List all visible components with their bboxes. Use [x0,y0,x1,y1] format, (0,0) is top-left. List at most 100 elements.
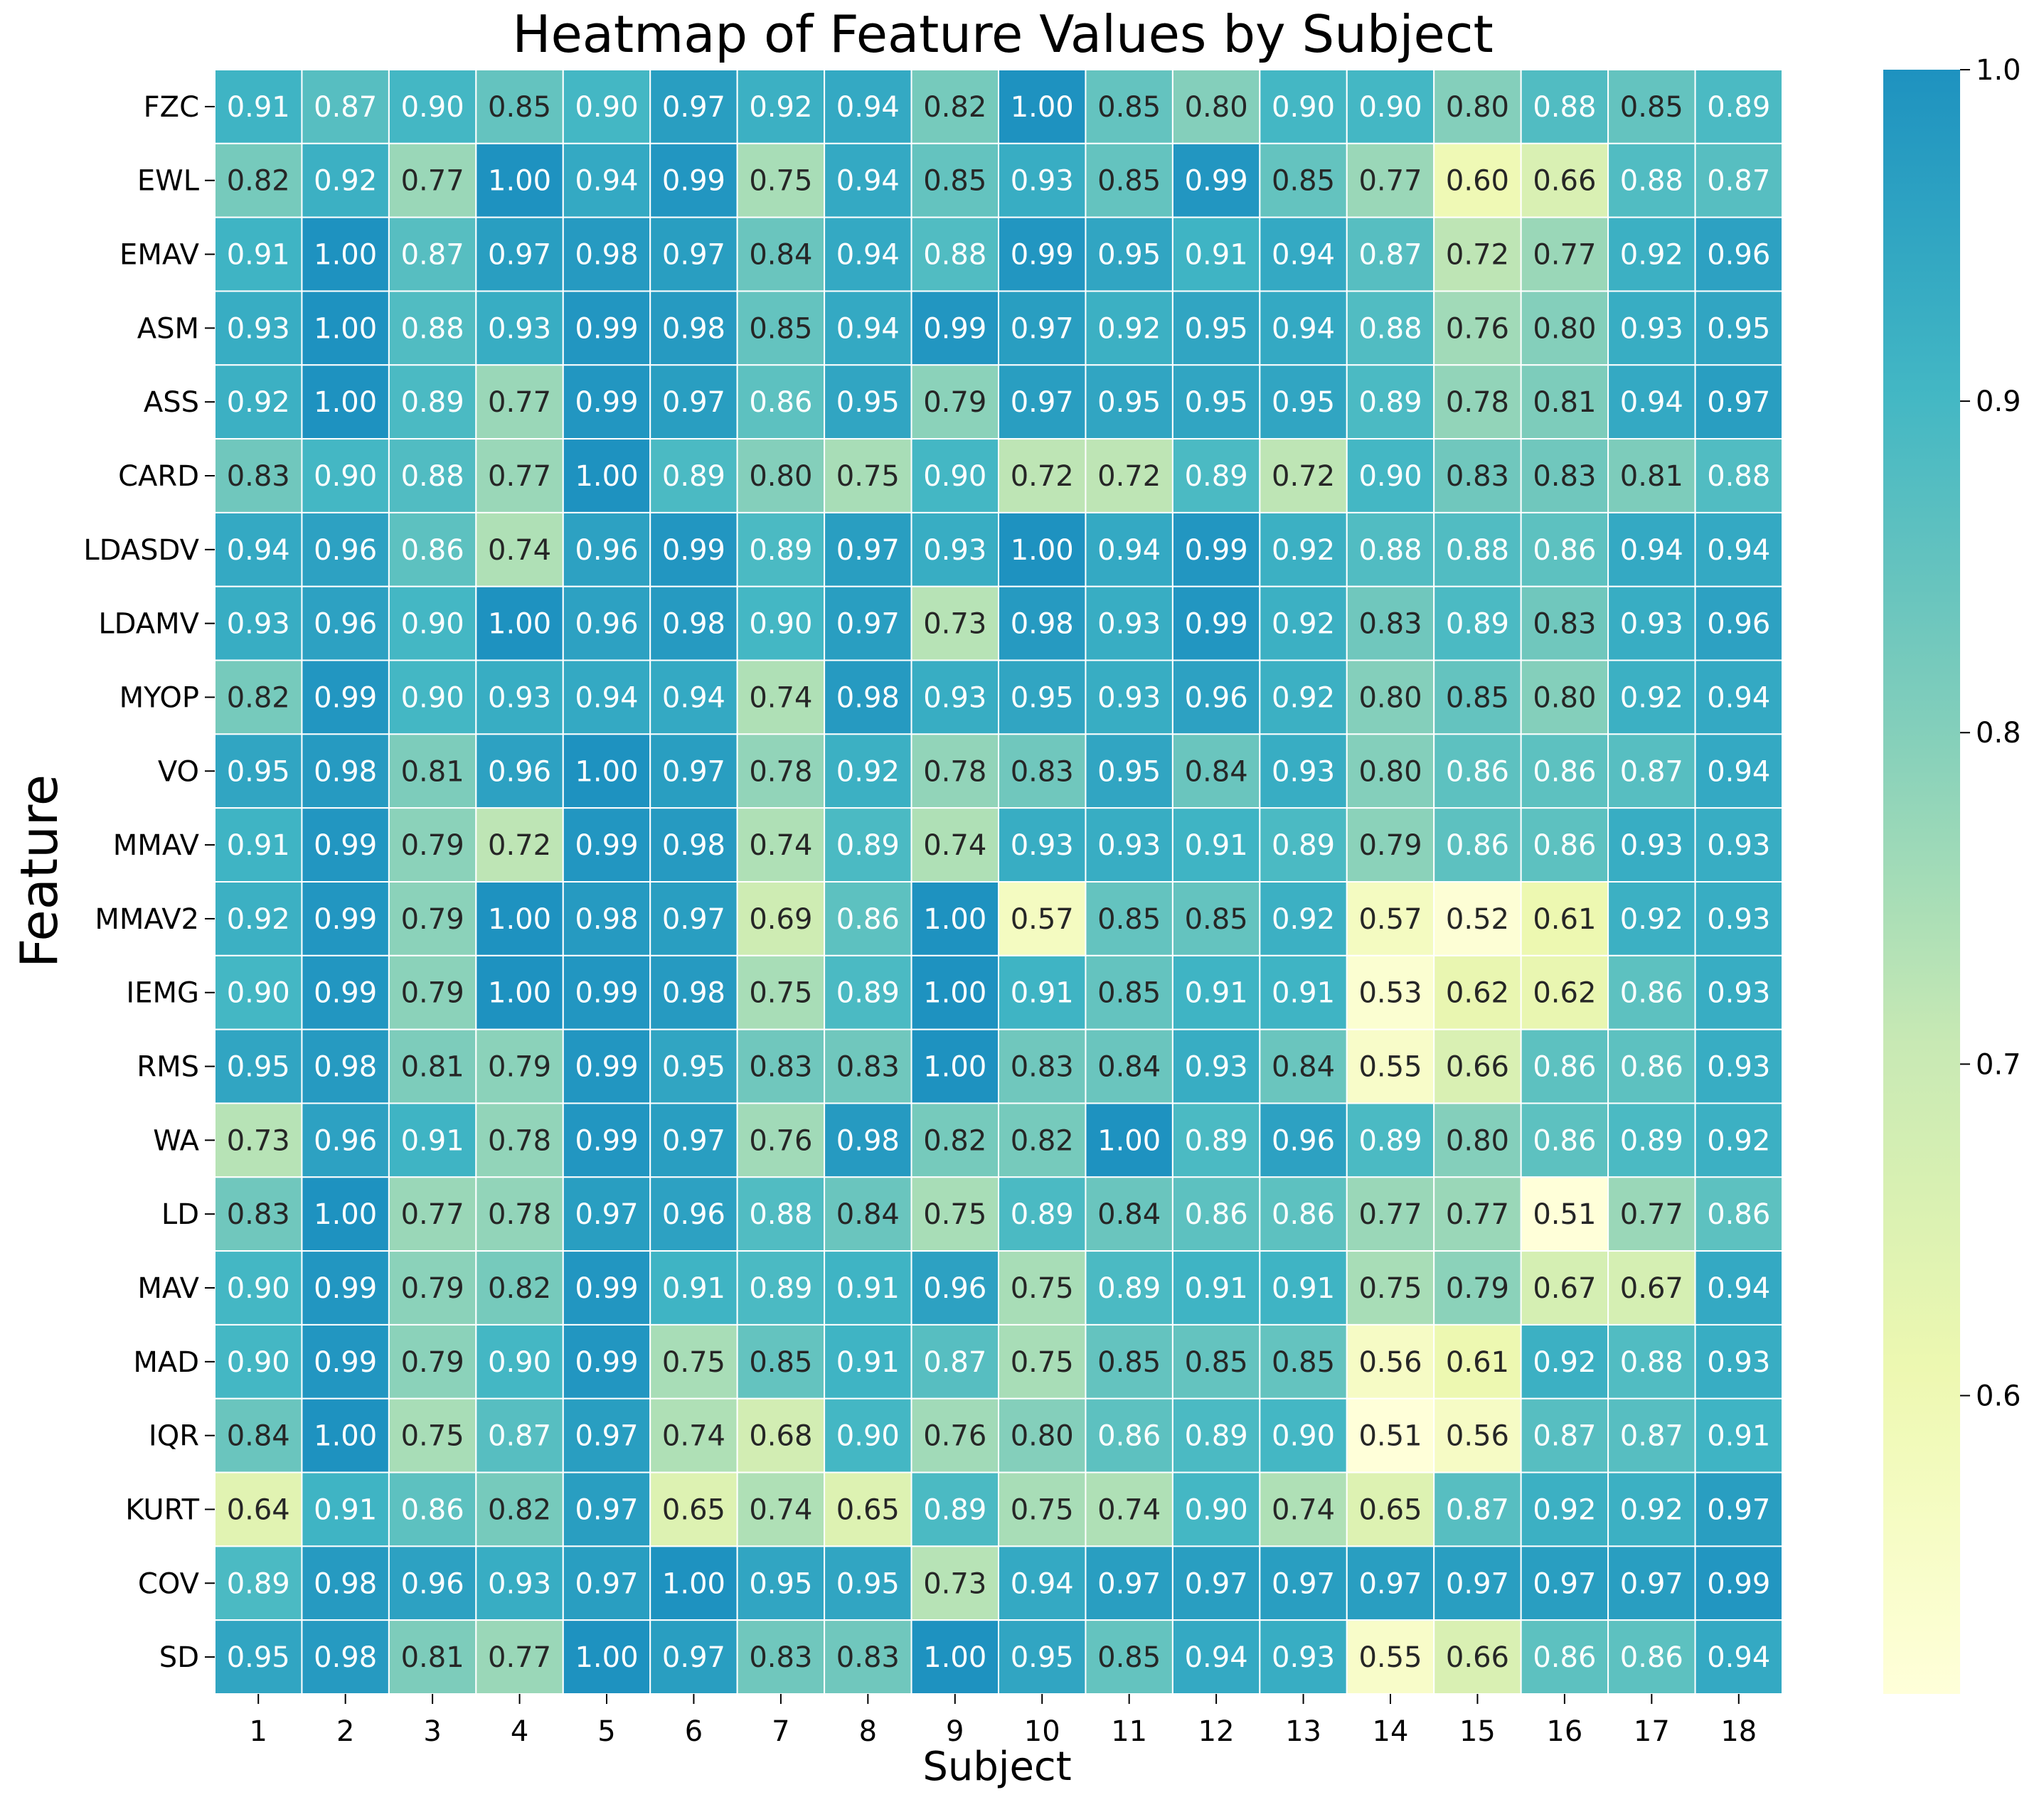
heatmap-cell [736,216,826,292]
cell-value-label: 0.86 [1185,1198,1248,1231]
cell-value-label: 0.72 [1097,460,1161,493]
cell-value-label: 0.94 [1272,312,1335,345]
cell-value-label: 0.91 [1011,977,1074,1010]
cell-value-label: 0.88 [1358,534,1422,567]
heatmap-cell [1259,142,1348,218]
heatmap-cell [736,1397,826,1473]
colorbar-tick-label: 1.0 [1976,54,2021,87]
cell-value-label: 0.64 [227,1493,290,1526]
cell-value-label: 0.86 [1707,1198,1770,1231]
cell-value-label: 0.83 [749,1641,812,1674]
heatmap-cell [1346,1323,1435,1400]
heatmap-cell [562,1102,651,1178]
cell-value-label: 0.98 [314,1051,377,1084]
cell-value-label: 0.86 [1620,1051,1683,1084]
heatmap-cell [1607,1545,1696,1621]
cell-value-label: 0.86 [1620,977,1683,1010]
cell-value-label: 0.96 [314,534,377,567]
cell-value-label: 0.89 [1185,1420,1248,1453]
cell-value-label: 0.82 [488,1493,551,1526]
heatmap-cell [649,585,738,661]
cell-value-label: 1.00 [923,1641,986,1674]
heatmap-cell [910,807,999,883]
cell-value-label: 0.66 [1446,1051,1509,1084]
cell-value-label: 0.75 [662,1346,725,1379]
heatmap-cell [998,1250,1087,1326]
cell-value-label: 0.74 [923,829,986,862]
heatmap-cell [388,807,477,883]
heatmap-cell [1433,142,1522,218]
heatmap-cell [1694,364,1784,440]
heatmap-cell [301,1176,390,1252]
heatmap-cell [1607,69,1696,144]
cell-value-label: 0.92 [1620,903,1683,936]
cell-value-label: 0.95 [1097,755,1161,788]
y-tick-label: IEMG [126,977,199,1010]
y-tick-label: VO [158,755,199,788]
cell-value-label: 0.99 [1707,1567,1770,1600]
cell-value-label: 0.62 [1446,977,1509,1010]
cell-value-label: 0.93 [227,312,290,345]
heatmap-cell [301,807,390,883]
heatmap-cell [649,216,738,292]
x-tick-label: 3 [423,1715,441,1748]
cell-value-label: 0.93 [488,1567,551,1600]
heatmap-cell [910,585,999,661]
heatmap-cell [1171,1176,1261,1252]
heatmap-cell [649,1545,738,1621]
heatmap-cell [1259,511,1348,587]
cell-value-label: 0.84 [836,1198,900,1231]
heatmap-cell [736,954,826,1030]
cell-value-label: 0.98 [662,608,725,641]
cell-value-label: 1.00 [488,977,551,1010]
heatmap-cell [214,1176,303,1252]
heatmap-cell [1520,290,1609,366]
cell-value-label: 0.97 [1358,1567,1422,1600]
y-tick-label: CARD [118,460,199,493]
heatmap-cell [649,69,738,144]
heatmap-cell [736,364,826,440]
cell-value-label: 0.91 [1272,977,1335,1010]
cell-value-label: 0.83 [1446,460,1509,493]
x-tick-label: 12 [1198,1715,1235,1748]
cell-value-label: 0.98 [314,1567,377,1600]
cell-value-label: 0.89 [1097,1272,1161,1305]
cell-value-label: 0.87 [401,239,464,272]
heatmap-cell [649,1176,738,1252]
cell-value-label: 0.85 [1097,1346,1161,1379]
cell-value-label: 0.99 [1011,239,1074,272]
heatmap-cell [1171,364,1261,440]
cell-value-label: 0.79 [401,977,464,1010]
cell-value-label: 0.90 [836,1420,900,1453]
cell-value-label: 0.72 [1011,460,1074,493]
heatmap-cell [214,290,303,366]
cell-value-label: 1.00 [488,608,551,641]
x-tick-label: 5 [597,1715,615,1748]
cell-value-label: 0.65 [1358,1493,1422,1526]
cell-value-label: 0.74 [749,829,812,862]
cell-value-label: 0.92 [1620,239,1683,272]
heatmap-cell [388,1471,477,1547]
cell-value-label: 0.89 [1185,1124,1248,1157]
heatmap-cell [562,216,651,292]
cell-value-label: 0.79 [1358,829,1422,862]
heatmap-cell [1259,69,1348,144]
cell-value-label: 0.79 [401,1272,464,1305]
cell-value-label: 0.81 [1533,386,1596,419]
cell-value-label: 0.98 [314,755,377,788]
cell-value-label: 0.75 [1011,1493,1074,1526]
y-tick-label: EMAV [119,239,200,272]
cell-value-label: 0.97 [1185,1567,1248,1600]
cell-value-label: 0.84 [1272,1051,1335,1084]
cell-value-label: 0.94 [836,165,900,198]
cell-value-label: 0.92 [314,165,377,198]
cell-value-label: 0.89 [1272,829,1335,862]
cell-value-label: 0.93 [1097,829,1161,862]
heatmap-cell [1520,1323,1609,1400]
cell-value-label: 0.99 [314,1272,377,1305]
cell-value-label: 0.95 [1185,386,1248,419]
cell-value-label: 0.83 [1533,460,1596,493]
heatmap-cell [824,1545,912,1621]
heatmap-cell [649,1028,738,1104]
cell-value-label: 0.89 [662,460,725,493]
